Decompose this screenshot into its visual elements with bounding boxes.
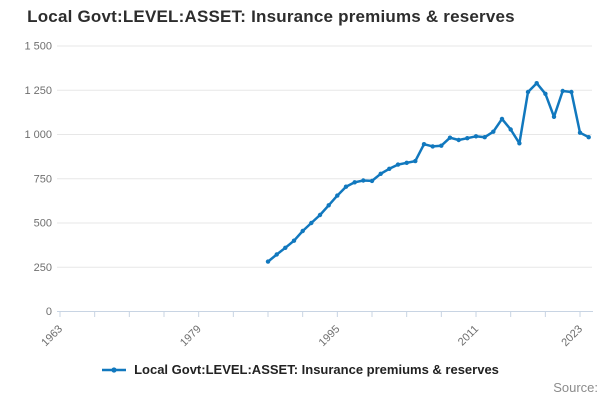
chart-title: Local Govt:LEVEL:ASSET: Insurance premiu…: [27, 7, 515, 26]
x-tick-label: 1995: [317, 323, 343, 349]
y-tick-label: 1 250: [24, 85, 52, 97]
gridlines: [57, 45, 592, 268]
line-chart: 0 250 500 750 1 000 1 250 1 500 1963 1979 1995 201…: [24, 41, 593, 349]
series-line[interactable]: [266, 81, 590, 263]
y-tick-label: 750: [34, 173, 52, 185]
y-tick-label: 1 000: [24, 129, 52, 141]
x-tick-label: 1979: [178, 323, 204, 349]
y-tick-label: 0: [46, 306, 52, 318]
x-tick-label: 1963: [39, 323, 65, 349]
y-axis-labels: 0 250 500 750 1 000 1 250 1 500: [24, 41, 52, 319]
y-tick-label: 1 500: [24, 41, 52, 53]
legend-item[interactable]: Local Govt:LEVEL:ASSET: Insurance premiu…: [0, 362, 600, 377]
y-tick-label: 250: [34, 262, 52, 274]
legend-line-marker-icon: [102, 366, 127, 373]
x-tick-label: 2011: [456, 323, 481, 348]
series-markers[interactable]: [265, 81, 591, 264]
x-axis-labels: 1963 1979 1995 2011 2023: [39, 323, 585, 349]
x-axis: [57, 311, 593, 317]
source-text: Source:: [553, 380, 598, 395]
legend-label: Local Govt:LEVEL:ASSET: Insurance premiu…: [134, 362, 499, 377]
x-tick-label: 2023: [559, 323, 585, 349]
y-tick-label: 500: [34, 218, 52, 230]
